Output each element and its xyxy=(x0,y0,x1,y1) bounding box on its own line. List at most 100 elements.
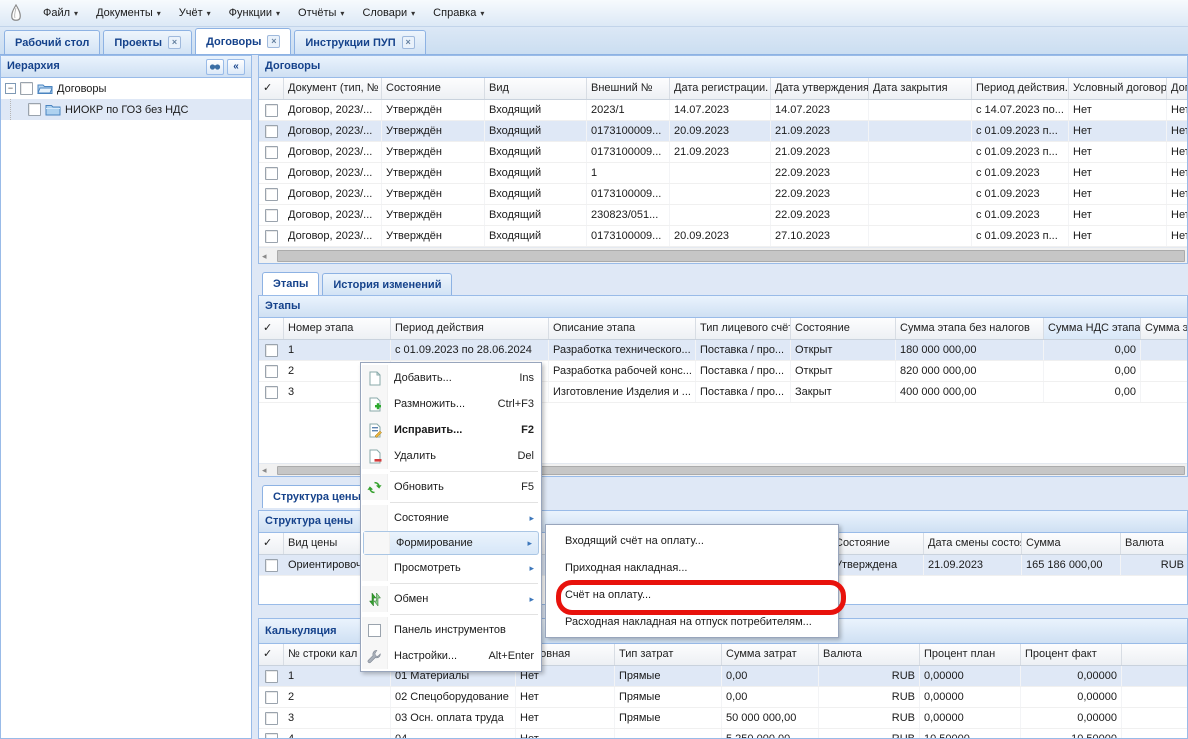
column-header[interactable]: Валюта xyxy=(1121,533,1187,554)
row-checkbox[interactable] xyxy=(265,385,278,399)
submenu-item[interactable]: Приходная накладная... xyxy=(547,554,837,581)
column-header[interactable]: Тип затрат xyxy=(615,644,722,665)
scroll-left-icon[interactable]: ◂ xyxy=(262,251,267,261)
column-header[interactable]: Вид xyxy=(485,78,587,99)
table-row[interactable]: Договор, 2023/... Утверждён Входящий 017310… xyxy=(259,184,1187,205)
tree-checkbox[interactable] xyxy=(20,82,33,95)
stages-tab[interactable]: Этапы xyxy=(262,272,320,295)
column-header[interactable]: Состояние xyxy=(831,533,924,554)
stages-tab[interactable]: История изменений xyxy=(322,273,453,295)
table-row[interactable]: 4 04 ... Нет 5 250 000,00 RUB 10,50000 10,5000… xyxy=(259,729,1187,738)
row-checkbox[interactable] xyxy=(265,208,278,222)
menubar-item[interactable]: Отчёты ▾ xyxy=(289,3,353,23)
row-checkbox[interactable] xyxy=(265,711,278,725)
row-checkbox[interactable] xyxy=(265,558,278,572)
column-header[interactable]: Дата утверждения xyxy=(771,78,869,99)
contracts-hscrollbar[interactable]: ◂ xyxy=(259,247,1187,263)
collapse-icon[interactable]: « xyxy=(227,58,245,75)
column-header[interactable]: Дата регистрации. xyxy=(670,78,771,99)
column-header[interactable]: Период действия xyxy=(391,318,549,339)
submenu-item[interactable]: Входящий счёт на оплату... xyxy=(547,527,837,554)
menubar-item[interactable]: Функции ▾ xyxy=(220,3,289,23)
table-row[interactable]: Договор, 2023/... Утверждён Входящий 2023/1… xyxy=(259,100,1187,121)
column-header[interactable]: ✓ xyxy=(259,318,284,339)
column-header[interactable]: Сумма xyxy=(1022,533,1121,554)
row-checkbox[interactable] xyxy=(265,166,278,180)
column-header[interactable]: Сумма НДС этапа xyxy=(1044,318,1141,339)
column-header[interactable]: Тип лицевого счёт xyxy=(696,318,791,339)
column-header[interactable]: Период действия.. xyxy=(972,78,1069,99)
price-tab[interactable]: Структура цены xyxy=(262,485,372,508)
tree-checkbox[interactable] xyxy=(28,103,41,116)
row-checkbox[interactable] xyxy=(265,669,278,683)
close-icon[interactable]: × xyxy=(267,35,281,48)
menubar-item[interactable]: Учёт ▾ xyxy=(170,3,220,23)
row-checkbox[interactable] xyxy=(265,732,278,738)
column-header[interactable]: Дата смены состоя xyxy=(924,533,1022,554)
menubar-item[interactable]: Словари ▾ xyxy=(353,3,424,23)
column-header[interactable]: ✓ xyxy=(259,78,284,99)
row-checkbox[interactable] xyxy=(265,124,278,138)
main-tab[interactable]: Инструкции ПУП × xyxy=(294,30,426,54)
close-icon[interactable]: × xyxy=(168,36,182,49)
column-header[interactable]: Номер этапа xyxy=(284,318,391,339)
row-checkbox[interactable] xyxy=(265,343,278,357)
column-header[interactable]: Сумма этапа xyxy=(1141,318,1187,339)
main-tab[interactable]: Рабочий стол xyxy=(4,30,101,54)
column-header[interactable]: Сумма этапа без налогов xyxy=(896,318,1044,339)
column-header[interactable]: Дата закрытия xyxy=(869,78,972,99)
submenu-item[interactable]: Расходная накладная на отпуск потребител… xyxy=(547,608,837,635)
column-header[interactable]: Условный договор xyxy=(1069,78,1167,99)
menubar-item[interactable]: Справка ▾ xyxy=(424,3,493,23)
menu-item[interactable]: Добавить... Ins xyxy=(362,365,540,391)
column-header[interactable]: Документ (тип, № xyxy=(284,78,382,99)
menu-item[interactable]: Удалить Del xyxy=(362,443,540,469)
menubar-item[interactable]: Файл ▾ xyxy=(34,3,87,23)
scroll-thumb[interactable] xyxy=(277,250,1185,262)
menu-item[interactable]: Обновить F5 xyxy=(362,474,540,500)
row-checkbox[interactable] xyxy=(265,145,278,159)
panel-splitter[interactable] xyxy=(252,55,258,739)
main-tab[interactable]: Договоры × xyxy=(195,28,292,54)
menu-item[interactable]: Настройки... Alt+Enter xyxy=(362,643,540,669)
table-row[interactable]: Договор, 2023/... Утверждён Входящий 017310… xyxy=(259,226,1187,247)
menu-item[interactable]: Панель инструментов xyxy=(362,617,540,643)
column-header[interactable] xyxy=(1122,644,1187,665)
tree-expand-icon[interactable]: − xyxy=(5,83,16,94)
row-checkbox[interactable] xyxy=(265,229,278,243)
menu-item[interactable]: Исправить... F2 xyxy=(362,417,540,443)
row-checkbox[interactable] xyxy=(265,103,278,117)
menu-item[interactable]: Размножить... Ctrl+F3 xyxy=(362,391,540,417)
tree-node[interactable]: − Договоры xyxy=(1,78,251,99)
close-icon[interactable]: × xyxy=(401,36,415,49)
column-header[interactable]: Процент план xyxy=(920,644,1021,665)
column-header[interactable]: Процент факт xyxy=(1021,644,1122,665)
submenu-item[interactable]: Счёт на оплату... xyxy=(547,581,837,608)
column-header[interactable]: ✓ xyxy=(259,533,284,554)
column-header[interactable]: Состояние xyxy=(791,318,896,339)
table-row[interactable]: Договор, 2023/... Утверждён Входящий 230823… xyxy=(259,205,1187,226)
table-row[interactable]: Договор, 2023/... Утверждён Входящий 017310… xyxy=(259,142,1187,163)
tree-node[interactable]: НИОКР по ГОЗ без НДС xyxy=(1,99,251,120)
table-row[interactable]: 3 03 Осн. оплата труда Нет Прямые 50 000 000… xyxy=(259,708,1187,729)
column-header[interactable]: Валюта xyxy=(819,644,920,665)
column-header[interactable]: Описание этапа xyxy=(549,318,696,339)
table-row[interactable]: Договор, 2023/... Утверждён Входящий 017310… xyxy=(259,121,1187,142)
table-row[interactable]: Договор, 2023/... Утверждён Входящий 1 22.09… xyxy=(259,163,1187,184)
search-icon[interactable] xyxy=(206,58,224,75)
row-checkbox[interactable] xyxy=(265,364,278,378)
row-checkbox[interactable] xyxy=(265,187,278,201)
menu-item[interactable]: Формирование ▸ xyxy=(363,531,539,555)
menu-item[interactable]: Обмен ▸ xyxy=(362,586,540,612)
scroll-thumb[interactable] xyxy=(277,466,1185,475)
main-tab[interactable]: Проекты × xyxy=(103,30,193,54)
column-header[interactable]: ✓ xyxy=(259,644,284,665)
column-header[interactable]: Договор xyxy=(1167,78,1187,99)
menubar-item[interactable]: Документы ▾ xyxy=(87,3,170,23)
menu-item[interactable]: Просмотреть ▸ xyxy=(362,555,540,581)
scroll-left-icon[interactable]: ◂ xyxy=(262,465,267,475)
table-row[interactable]: 2 02 Спецоборудование Нет Прямые 0,00 RUB 0,00… xyxy=(259,687,1187,708)
column-header[interactable]: Сумма затрат xyxy=(722,644,819,665)
column-header[interactable]: Состояние xyxy=(382,78,485,99)
